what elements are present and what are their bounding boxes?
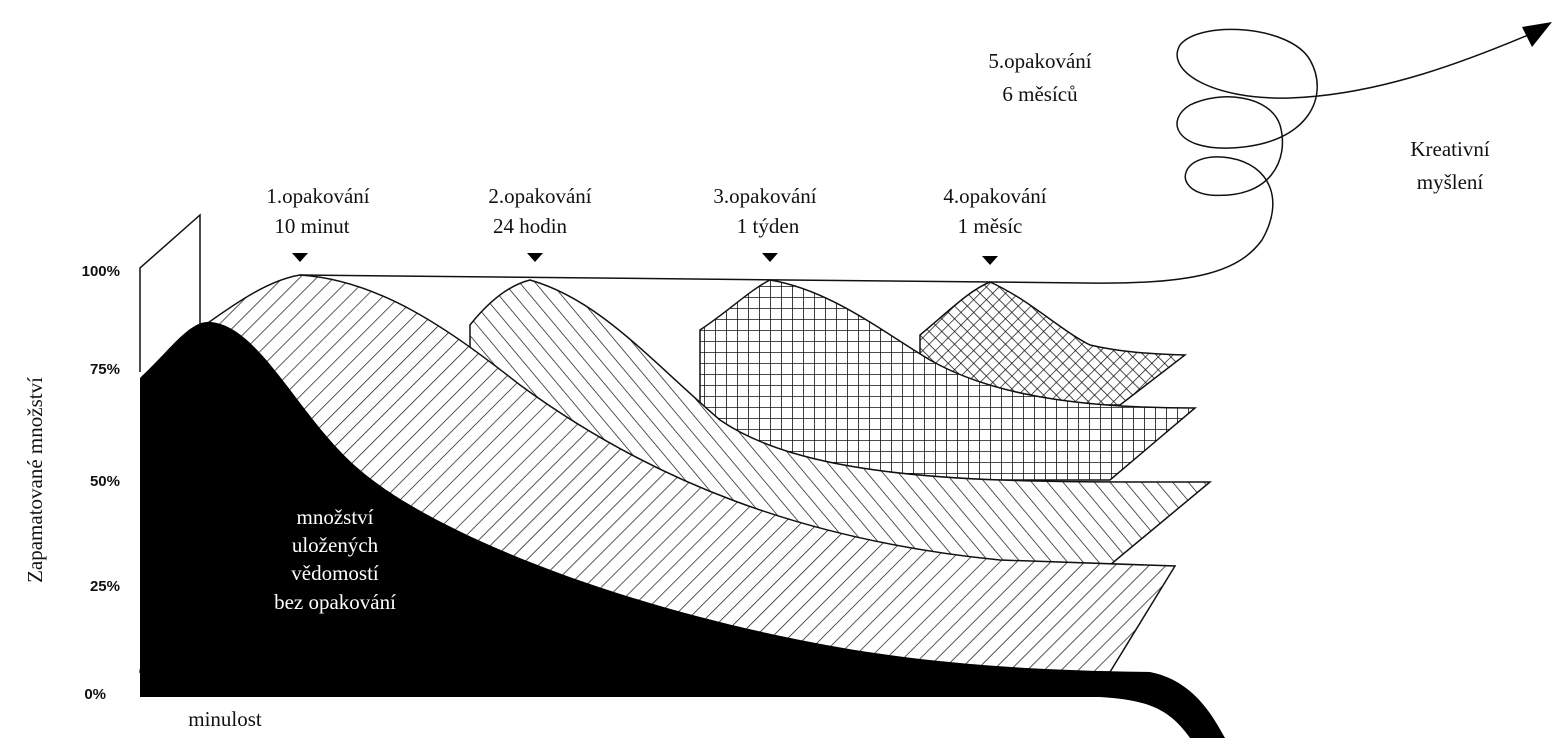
y-axis-title: Zapamatované množství bbox=[23, 377, 47, 583]
y-tick: 25% bbox=[90, 578, 120, 595]
repetition-interval: 1 měsíc bbox=[958, 214, 1023, 238]
markers bbox=[292, 253, 998, 265]
repetition-label: 4.opakování bbox=[943, 184, 1046, 208]
repetition-interval: 10 minut bbox=[274, 214, 349, 238]
creative-arrow-head bbox=[1522, 22, 1552, 47]
repetition-interval: 1 týden bbox=[737, 214, 800, 238]
y-tick: 50% bbox=[90, 473, 120, 490]
y-tick: 100% bbox=[82, 263, 120, 280]
repetition-label: 3.opakování bbox=[713, 184, 816, 208]
forgetting-curve-diagram: Zapamatované množství 100% 75% 50% 25% 0… bbox=[0, 0, 1557, 738]
repetition-label: 1.opakování bbox=[266, 184, 369, 208]
black-area-label: množství bbox=[297, 505, 374, 529]
repetition-label: 5.opakování bbox=[988, 49, 1091, 73]
black-area-label: vědomostí bbox=[291, 561, 379, 585]
black-area-label: uložených bbox=[292, 533, 379, 557]
creative-label: Kreativní bbox=[1410, 137, 1489, 161]
repetition-label: 2.opakování bbox=[488, 184, 591, 208]
repetition-interval: 24 hodin bbox=[493, 214, 568, 238]
repetition-interval: 6 měsíců bbox=[1002, 82, 1078, 106]
x-axis-label: minulost bbox=[188, 707, 262, 731]
y-tick: 0% bbox=[84, 686, 106, 703]
top-line bbox=[300, 29, 1540, 283]
y-tick: 75% bbox=[90, 361, 120, 378]
creative-label: myšlení bbox=[1417, 170, 1484, 194]
black-area-label: bez opakování bbox=[274, 590, 396, 614]
